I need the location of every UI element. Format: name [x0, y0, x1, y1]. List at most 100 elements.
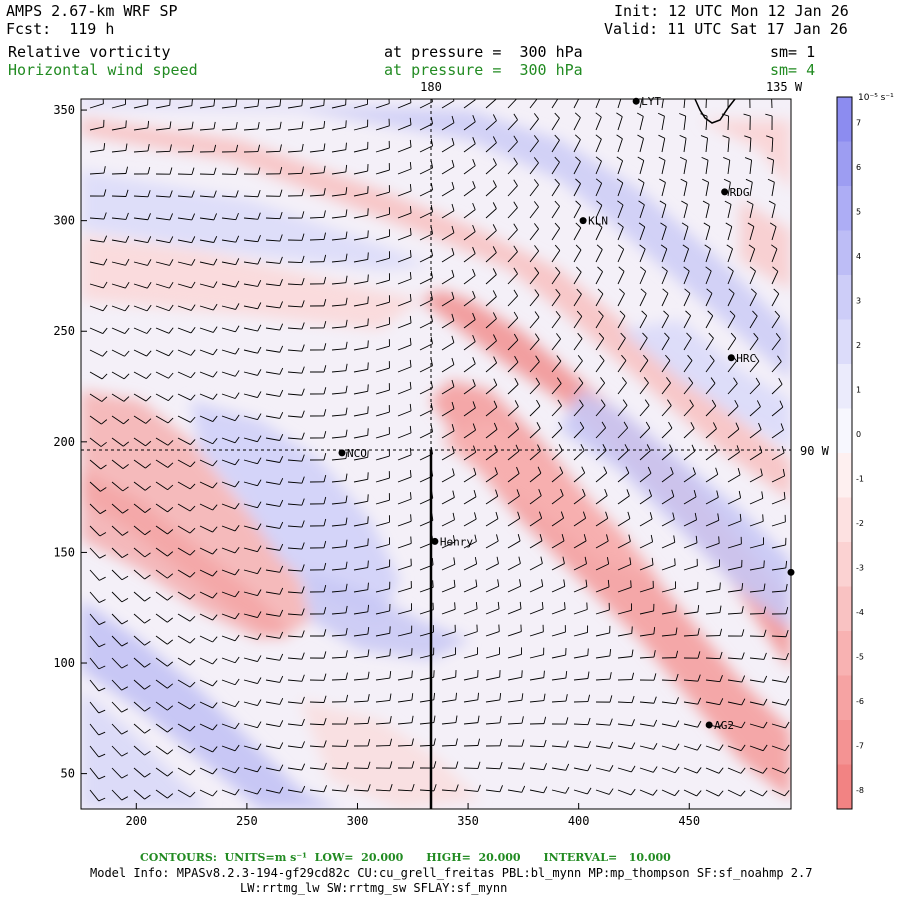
- wind-barb: [375, 471, 390, 483]
- wind-barb: [353, 384, 369, 395]
- wind-barb: [683, 558, 698, 571]
- wind-barb: [617, 466, 630, 483]
- wind-barb: [353, 208, 369, 219]
- wind-barb: [287, 741, 305, 749]
- wind-barb: [155, 144, 172, 153]
- wind-barb: [463, 180, 476, 197]
- wind-barb: [639, 696, 657, 704]
- wind-barb: [419, 292, 433, 307]
- wind-barb: [661, 354, 671, 373]
- wind-barb: [353, 318, 369, 329]
- wind-barb: [309, 540, 327, 549]
- wind-barb: [529, 466, 542, 483]
- wind-barb: [551, 511, 565, 527]
- wind-barb: [353, 296, 369, 307]
- wind-barb: [529, 399, 541, 417]
- wind-barb: [397, 648, 413, 659]
- wind-barb: [683, 377, 694, 395]
- wind-barb: [177, 569, 196, 578]
- wind-barb: [771, 310, 781, 329]
- wind-barb: [749, 266, 756, 285]
- wind-barb: [89, 235, 108, 243]
- wind-barb: [309, 651, 327, 659]
- wind-barb: [639, 743, 658, 750]
- wind-barb: [617, 332, 626, 351]
- wind-barb: [199, 235, 218, 243]
- wind-barb: [265, 234, 283, 242]
- wind-barb: [221, 121, 238, 131]
- wind-barb: [221, 99, 238, 109]
- wind-barb: [89, 745, 106, 758]
- station-label: Henry: [440, 535, 473, 548]
- wind-barb: [661, 266, 668, 285]
- wind-barb: [375, 273, 390, 285]
- wind-barb: [331, 275, 348, 285]
- wind-barb: [573, 288, 582, 307]
- wind-barb: [221, 325, 240, 333]
- wind-barb: [617, 719, 635, 727]
- wind-barb: [683, 604, 700, 615]
- wind-barb: [133, 143, 150, 153]
- wind-barb: [771, 698, 790, 706]
- wind-barb: [199, 258, 218, 266]
- wind-barb: [771, 744, 790, 752]
- wind-barb: [133, 437, 152, 447]
- station-marker: [632, 97, 640, 105]
- wind-barb: [155, 613, 174, 623]
- wind-barb: [681, 222, 689, 241]
- wind-barb: [661, 581, 676, 593]
- wind-barb: [683, 581, 699, 593]
- wind-barb: [595, 765, 614, 772]
- wind-barb: [221, 458, 240, 466]
- wind-barb: [529, 179, 539, 197]
- wind-barb: [287, 322, 305, 330]
- wind-barb: [375, 761, 393, 769]
- wind-barb: [397, 625, 413, 637]
- wind-barb: [111, 281, 130, 289]
- station-label: NCO: [347, 447, 367, 460]
- wind-barb: [265, 675, 284, 683]
- station-marker: [721, 188, 729, 196]
- wind-barb: [199, 167, 217, 175]
- wind-barb: [507, 647, 523, 659]
- wind-barb: [683, 512, 698, 527]
- wind-barb: [133, 167, 151, 175]
- wind-barb: [155, 121, 172, 131]
- field1-level: at pressure = 300 hPa: [384, 43, 583, 61]
- wind-barb: [419, 99, 433, 109]
- wind-barb: [639, 99, 643, 109]
- wind-barb: [529, 763, 547, 771]
- wind-barb: [573, 310, 583, 329]
- wind-barb: [749, 560, 765, 571]
- wind-barb: [89, 212, 107, 220]
- wind-barb: [551, 488, 564, 505]
- wind-barb: [727, 288, 735, 307]
- wind-barb: [704, 244, 711, 263]
- colorbar-label: 5: [856, 208, 861, 217]
- wind-barb: [749, 767, 768, 774]
- wind-barb: [155, 701, 174, 711]
- wind-barb: [331, 209, 348, 219]
- wind-barb: [639, 332, 648, 351]
- wind-barb: [463, 99, 476, 109]
- wind-barb: [529, 556, 543, 571]
- wind-barb: [353, 716, 370, 725]
- wind-barb: [683, 332, 692, 351]
- wind-barb: [765, 113, 773, 131]
- wind-barb: [375, 229, 390, 241]
- wind-barb: [573, 178, 581, 197]
- colorbar-frame: [836, 96, 853, 810]
- wind-barb: [265, 279, 283, 287]
- wind-barb: [485, 99, 497, 109]
- wind-barb: [331, 605, 348, 615]
- wind-barb: [89, 258, 108, 266]
- wind-barb: [265, 433, 284, 441]
- wind-barb: [595, 579, 610, 593]
- wind-barb: [485, 114, 497, 131]
- wind-barb: [726, 244, 733, 263]
- wind-barb: [727, 513, 742, 527]
- wind-barb: [397, 359, 412, 373]
- wind-barb: [89, 789, 106, 802]
- lon-label-90w: 90 W: [800, 444, 830, 458]
- wind-barb: [441, 624, 456, 637]
